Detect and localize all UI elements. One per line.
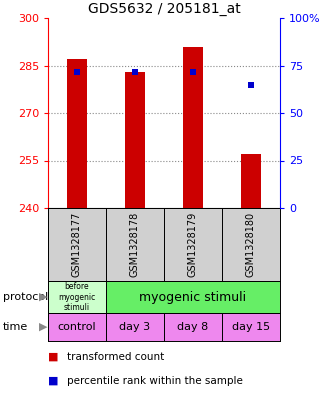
Text: ■: ■ (48, 352, 59, 362)
Text: GSM1328180: GSM1328180 (246, 212, 256, 277)
Text: day 3: day 3 (119, 322, 151, 332)
Text: ▶: ▶ (39, 322, 47, 332)
Bar (241, 154, 261, 208)
Text: ■: ■ (48, 375, 59, 386)
Text: GSM1328178: GSM1328178 (130, 212, 140, 277)
Bar (106, 208, 164, 281)
Bar (222, 208, 280, 281)
Title: GDS5632 / 205181_at: GDS5632 / 205181_at (88, 2, 240, 16)
Bar (48, 208, 106, 281)
Bar (67, 59, 87, 208)
Bar (48, 281, 106, 313)
Text: day 8: day 8 (177, 322, 209, 332)
Bar (164, 313, 222, 341)
Text: myogenic stimuli: myogenic stimuli (140, 290, 247, 303)
Text: protocol: protocol (3, 292, 48, 302)
Text: transformed count: transformed count (67, 352, 164, 362)
Text: before
myogenic
stimuli: before myogenic stimuli (58, 282, 96, 312)
Bar (106, 313, 164, 341)
Text: day 15: day 15 (232, 322, 270, 332)
Bar (106, 281, 280, 313)
Bar (48, 313, 106, 341)
Bar (222, 313, 280, 341)
Text: control: control (58, 322, 96, 332)
Bar (125, 72, 145, 208)
Bar (164, 208, 222, 281)
Text: GSM1328179: GSM1328179 (188, 212, 198, 277)
Bar (183, 46, 203, 208)
Text: percentile rank within the sample: percentile rank within the sample (67, 375, 243, 386)
Text: ▶: ▶ (39, 292, 47, 302)
Text: time: time (3, 322, 28, 332)
Text: GSM1328177: GSM1328177 (72, 212, 82, 277)
